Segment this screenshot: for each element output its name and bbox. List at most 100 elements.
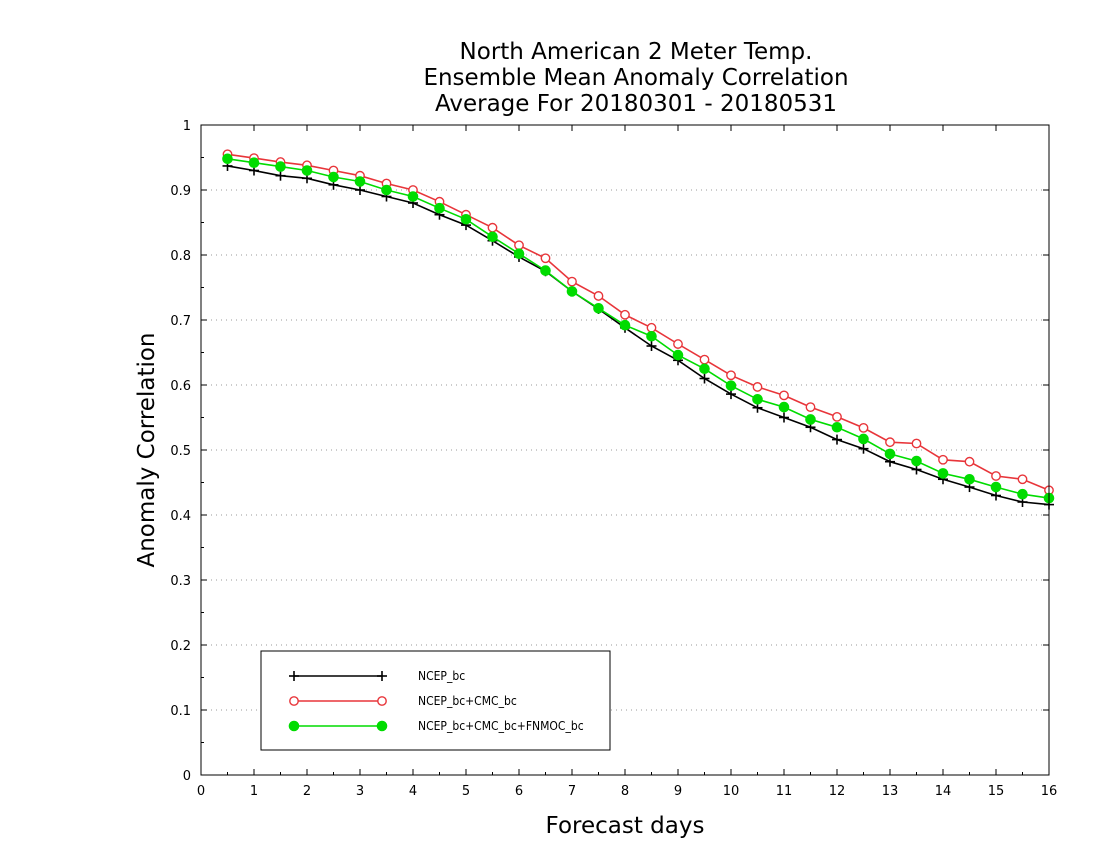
data-point [778, 401, 790, 413]
data-point [937, 468, 949, 479]
series-3 [222, 153, 1055, 504]
data-point [884, 448, 896, 460]
series-line [227, 158, 1050, 499]
data-point [991, 471, 1001, 481]
data-point [460, 213, 472, 225]
legend-item: NCEP_bc [289, 669, 465, 683]
data-point [858, 433, 869, 445]
data-point [514, 240, 524, 251]
y-tick-label: 0 [183, 769, 191, 784]
data-point [752, 394, 763, 405]
data-point [805, 402, 816, 412]
legend-label: NCEP_bc+CMC_bc [418, 694, 517, 708]
data-point [858, 443, 869, 454]
chart-title: North American 2 Meter Temp.Ensemble Mea… [423, 39, 848, 117]
data-point [673, 339, 683, 349]
data-point [699, 373, 710, 384]
data-point [911, 455, 922, 467]
data-point [513, 248, 525, 259]
y-tick-label: 0.1 [170, 704, 191, 719]
y-tick-label: 0.3 [170, 574, 191, 589]
data-point [964, 473, 975, 485]
data-point [619, 319, 631, 331]
data-point [752, 382, 763, 392]
data-point [275, 170, 286, 181]
x-tick-label: 6 [515, 784, 523, 799]
title-line-3: Average For 20180301 - 20180531 [435, 91, 837, 117]
legend-marker [376, 720, 388, 732]
data-point [779, 390, 789, 401]
data-point [301, 165, 313, 176]
legend-marker [377, 671, 387, 681]
y-tick-label: 0.7 [170, 314, 191, 329]
x-tick-label: 12 [829, 784, 846, 799]
x-tick-label: 4 [409, 784, 417, 799]
legend-marker [288, 720, 300, 732]
data-point [699, 354, 710, 365]
x-tick-label: 0 [197, 784, 205, 799]
legend-marker [289, 696, 299, 706]
x-tick-label: 2 [303, 784, 311, 799]
data-point [672, 349, 684, 361]
legend: NCEP_bc NCEP_bc+CMC_bc NCEP_bc+CMC_bc+FNMO… [260, 650, 611, 751]
data-point [381, 184, 392, 196]
legend-item: NCEP_bc+CMC_bc [289, 694, 517, 708]
series-1 [222, 160, 1054, 510]
legend-marker [289, 671, 299, 681]
series-line [227, 153, 1050, 492]
data-point [593, 303, 604, 314]
x-tick-label: 3 [356, 784, 364, 799]
data-point [434, 202, 445, 214]
x-tick-label: 16 [1041, 784, 1058, 799]
x-tick-label: 14 [935, 784, 952, 799]
data-point [1017, 474, 1028, 485]
title-line-2: Ensemble Mean Anomaly Correlation [423, 65, 848, 91]
data-point [328, 171, 339, 183]
data-point [620, 309, 630, 320]
data-point [885, 437, 895, 448]
data-point [699, 363, 710, 375]
legend-item: NCEP_bc+CMC_bc+FNMOC_bc [288, 719, 584, 733]
data-point [407, 191, 419, 202]
data-point [487, 231, 498, 243]
series-2 [222, 149, 1054, 496]
grid [201, 189, 1049, 711]
x-tick-label: 13 [882, 784, 899, 799]
data-point [990, 481, 1002, 493]
y-axis: 0 0.1 0.2 0.3 0.4 0.5 0.6 0.7 0.8 0.9 1 [170, 119, 1049, 784]
x-tick-label: 7 [568, 784, 576, 799]
y-tick-label: 0.9 [170, 184, 191, 199]
series-line [227, 165, 1050, 506]
x-tick-label: 8 [621, 784, 629, 799]
data-point [540, 253, 551, 264]
data-point [725, 380, 737, 391]
data-point [354, 176, 366, 187]
data-point [275, 161, 286, 172]
data-point [222, 153, 233, 165]
x-tick-label: 5 [462, 784, 470, 799]
x-tick-label: 15 [988, 784, 1005, 799]
data-point [911, 438, 922, 449]
data-point [779, 412, 789, 423]
legend-label: NCEP_bc [418, 669, 465, 683]
data-point [593, 291, 604, 301]
data-point [832, 434, 842, 445]
data-point [646, 330, 657, 342]
data-point [964, 456, 975, 467]
x-tick-label: 10 [723, 784, 740, 799]
data-point [646, 341, 657, 351]
y-tick-label: 0.5 [170, 444, 191, 459]
legend-marker [377, 696, 387, 706]
data-point [858, 422, 869, 433]
data-point [566, 286, 578, 297]
y-tick-label: 0.4 [170, 509, 191, 524]
title-line-1: North American 2 Meter Temp. [460, 39, 813, 65]
x-tick-label: 1 [250, 784, 258, 799]
data-point [567, 276, 577, 287]
data-point [726, 370, 736, 381]
y-tick-label: 0.8 [170, 249, 191, 264]
data-point [1017, 488, 1028, 500]
data-point [646, 322, 657, 333]
data-point [540, 265, 551, 276]
